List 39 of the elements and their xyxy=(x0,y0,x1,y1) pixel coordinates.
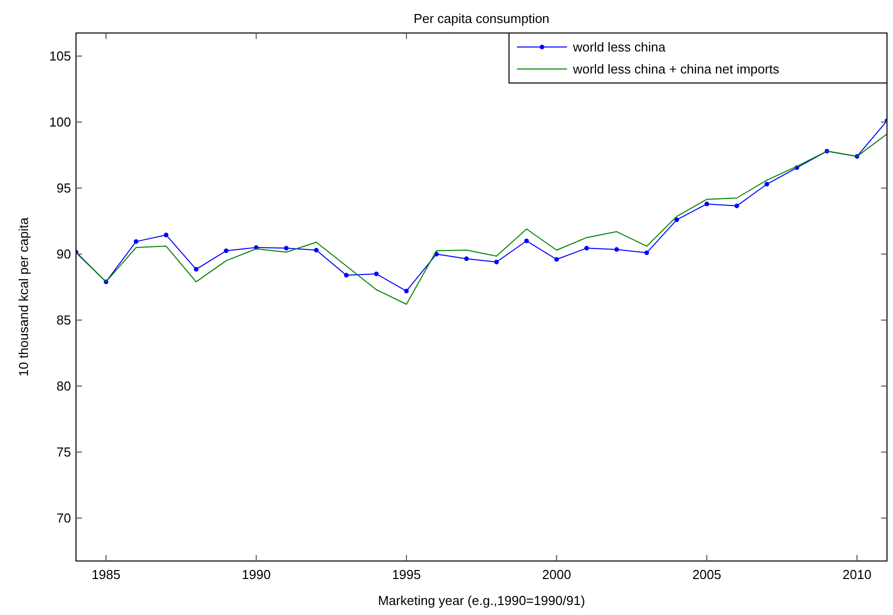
x-axis-title: Marketing year (e.g.,1990=1990/91) xyxy=(378,593,586,608)
x-tick-label: 2005 xyxy=(692,567,722,582)
point xyxy=(164,232,168,238)
x-tick-label: 1985 xyxy=(92,567,120,582)
y-tick-label: 70 xyxy=(56,510,71,526)
point xyxy=(764,182,770,186)
x-tick-label: 1995 xyxy=(392,567,421,582)
point xyxy=(584,246,589,250)
y-tick-label: 100 xyxy=(49,114,71,130)
x-tick-label: 2000 xyxy=(542,567,572,582)
y-tick-label: 105 xyxy=(49,48,71,64)
y-tick-label: 75 xyxy=(56,444,71,460)
point xyxy=(704,202,710,206)
point xyxy=(644,250,650,256)
y-tick-label: 85 xyxy=(56,312,71,328)
x-tick-label: 2010 xyxy=(842,567,872,582)
point xyxy=(344,272,349,278)
point xyxy=(674,217,680,222)
point xyxy=(374,272,379,276)
point xyxy=(614,247,619,252)
point xyxy=(524,238,529,244)
legend-label: world less china xyxy=(572,40,666,55)
y-axis-title: 10 thousand kcal per capita xyxy=(16,216,31,376)
point xyxy=(404,288,409,294)
x-tick-label: 1990 xyxy=(242,567,271,582)
point xyxy=(314,248,319,252)
legend-label: world less china + china net imports xyxy=(572,62,780,77)
point xyxy=(554,257,559,262)
point xyxy=(194,266,198,272)
y-tick-label: 95 xyxy=(56,180,71,196)
y-tick-label: 90 xyxy=(56,246,71,262)
point xyxy=(464,256,469,262)
point xyxy=(284,246,289,250)
point xyxy=(494,260,499,264)
y-tick-label: 80 xyxy=(56,378,71,394)
point xyxy=(224,248,228,254)
chart-title: Per capita consumption xyxy=(414,11,550,26)
point xyxy=(734,204,740,208)
point xyxy=(134,239,138,244)
